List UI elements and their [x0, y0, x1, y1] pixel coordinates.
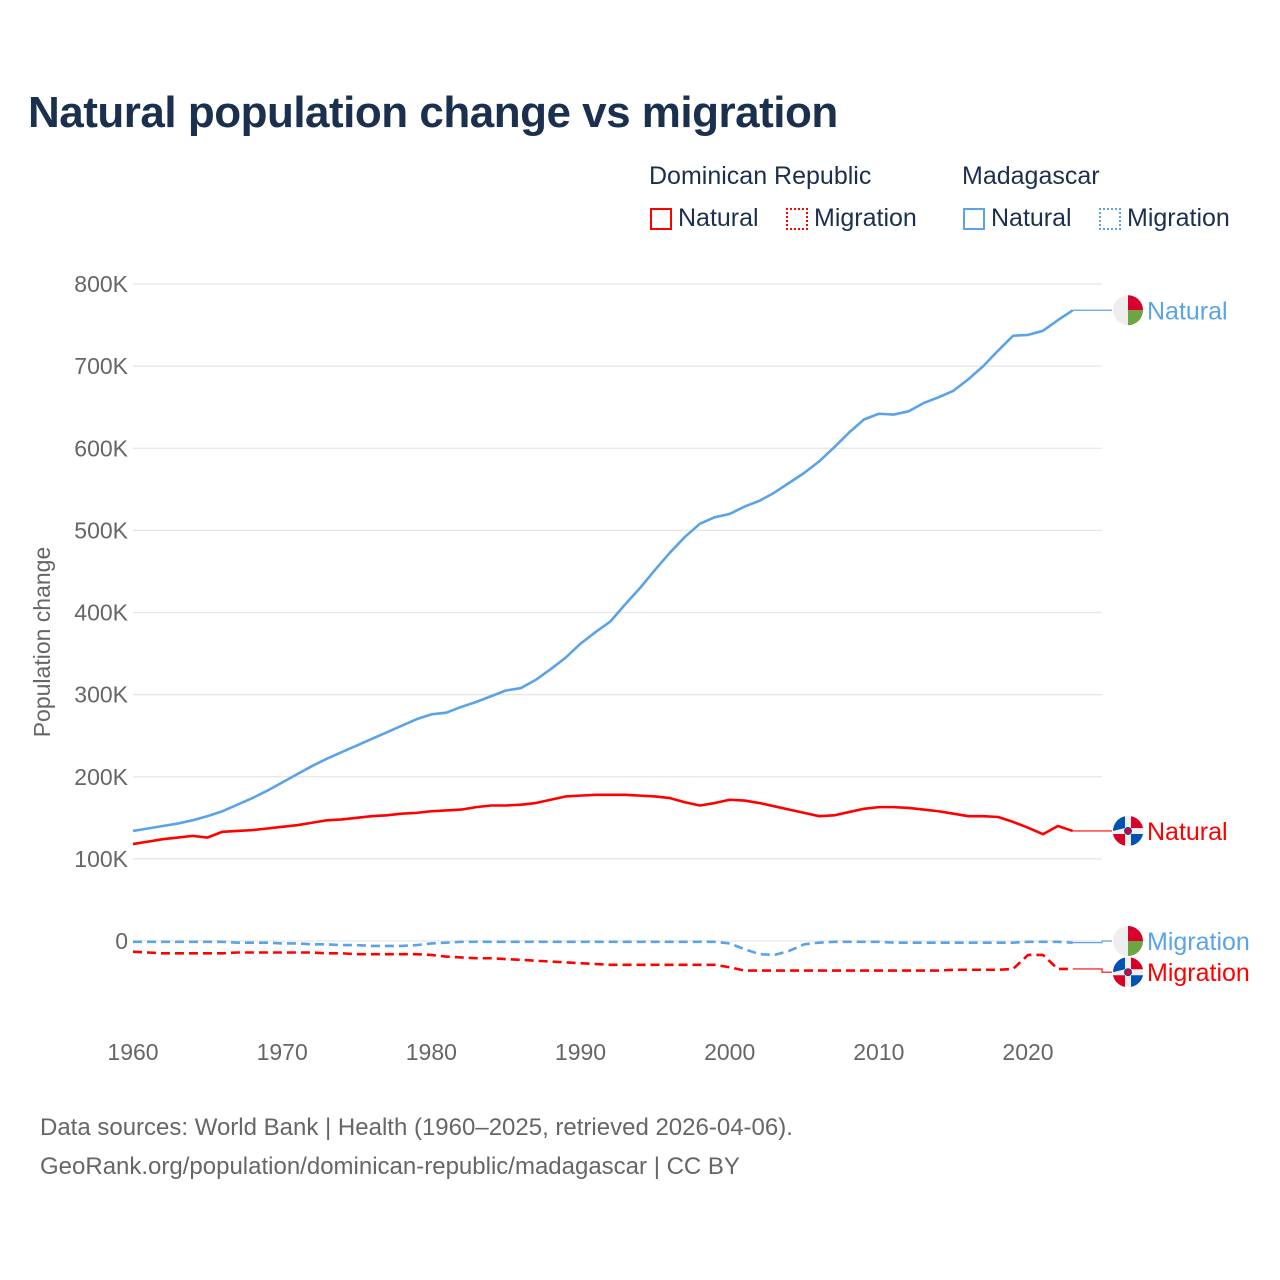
label-connector	[1072, 940, 1112, 944]
x-tick-label: 2010	[853, 1039, 904, 1065]
legend-label: Natural	[991, 204, 1072, 232]
legend-label: Migration	[1127, 204, 1230, 232]
legend-swatch-solid-blue	[963, 207, 985, 230]
flag-emblem	[1124, 826, 1132, 835]
flag-part	[1128, 295, 1143, 311]
y-tick-label: 700K	[74, 353, 128, 379]
x-tick-label: 1980	[406, 1039, 457, 1065]
legend-item-mg-migration[interactable]: Migration	[1099, 204, 1230, 233]
flag-part	[1113, 833, 1125, 846]
legend-label: Natural	[678, 204, 759, 232]
flag-part	[1128, 926, 1143, 941]
legend-swatch-dotted-blue	[1099, 207, 1121, 230]
series-line-dominican-republic-natural	[132, 793, 1074, 846]
flag-part	[1113, 957, 1125, 973]
y-tick-label: 200K	[74, 764, 128, 790]
legend-group-dominican-republic: Dominican Republic	[649, 162, 872, 190]
flag-part	[1128, 941, 1143, 956]
legend-item-dr-migration[interactable]: Migration	[786, 204, 917, 233]
series-end-label: Natural	[1147, 818, 1228, 846]
series-line-madagascar-migration	[133, 940, 1073, 957]
x-tick-label: 1990	[555, 1039, 606, 1065]
flag-emblem	[1124, 968, 1132, 977]
x-tick-label: 1970	[257, 1039, 308, 1065]
y-axis-label: Population change	[29, 547, 55, 738]
x-tick-label: 1960	[107, 1039, 158, 1065]
footer-url: GeoRank.org/population/dominican-republi…	[40, 1153, 740, 1180]
legend-group-madagascar: Madagascar	[962, 162, 1100, 190]
legend-label: Migration	[814, 204, 917, 232]
series-end-label: Natural	[1147, 297, 1228, 325]
y-tick-label: 0	[115, 928, 128, 954]
series-end-label: Migration	[1147, 959, 1250, 987]
series-line-dominican-republic-migration	[132, 950, 1073, 972]
legend-item-mg-natural[interactable]: Natural	[963, 204, 1072, 233]
legend-item-dr-natural[interactable]: Natural	[650, 204, 759, 233]
y-tick-label: 100K	[74, 846, 128, 872]
y-tick-label: 500K	[74, 517, 128, 543]
x-tick-label: 2000	[704, 1039, 755, 1065]
series-end-label: Migration	[1147, 928, 1250, 956]
flag-part	[1131, 816, 1143, 828]
flag-part	[1131, 975, 1143, 987]
y-tick-label: 300K	[74, 682, 128, 708]
label-connector	[1072, 968, 1112, 973]
footer-sources: Data sources: World Bank | Health (1960–…	[40, 1114, 793, 1141]
flag-part	[1113, 816, 1125, 831]
chart-title: Natural population change vs migration	[28, 88, 838, 137]
legend-swatch-solid-red	[650, 207, 672, 230]
y-tick-label: 800K	[74, 271, 128, 297]
flag-part	[1131, 957, 1143, 970]
y-tick-label: 600K	[74, 435, 128, 461]
x-tick-label: 2020	[1002, 1039, 1053, 1065]
flag-part	[1128, 310, 1143, 326]
y-tick-label: 400K	[74, 600, 128, 626]
legend-swatch-dotted-red	[786, 207, 808, 230]
flag-part	[1131, 833, 1143, 846]
footer: Data sources: World Bank | Health (1960–…	[40, 1108, 793, 1186]
flag-part	[1113, 975, 1125, 987]
series-line-madagascar-natural	[132, 309, 1074, 833]
